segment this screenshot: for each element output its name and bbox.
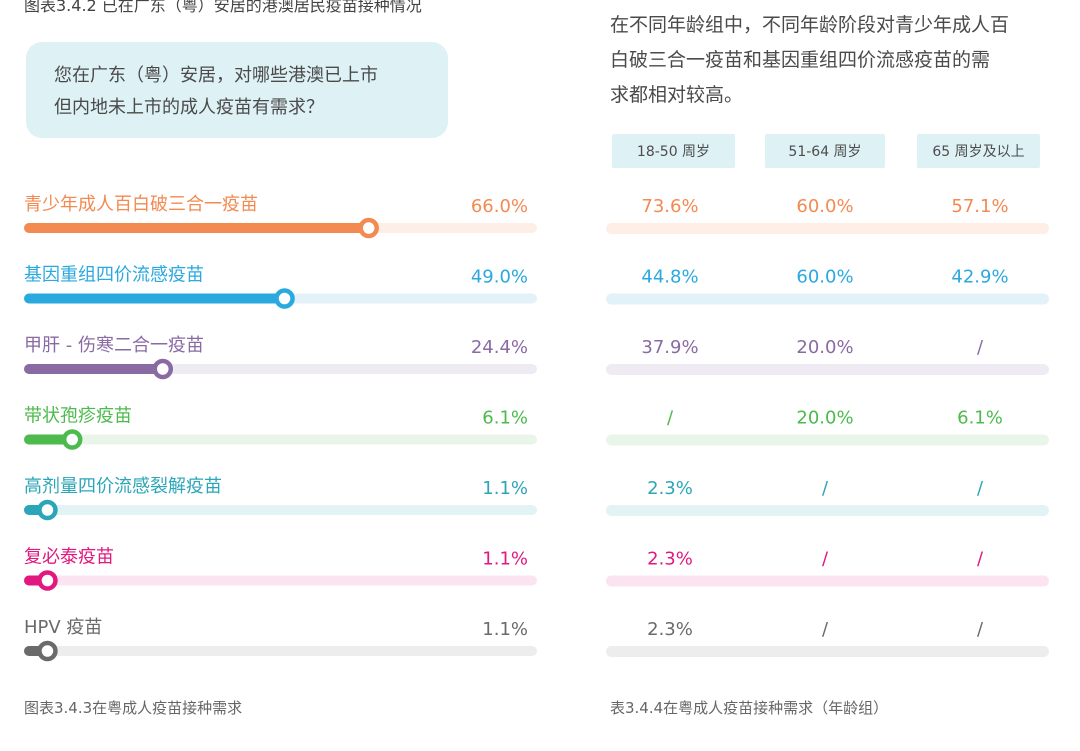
- bar-category-label: 基因重组四价流感疫苗: [24, 265, 204, 286]
- bar-category-label: HPV 疫苗: [24, 617, 102, 638]
- table-row-band: [606, 293, 1049, 305]
- table-cell: 2.3%: [647, 478, 693, 499]
- bar-value-label: 49.0%: [471, 267, 528, 288]
- chart-caption: 图表3.4.3在粤成人疫苗接种需求: [24, 699, 243, 717]
- bar-end-marker: [274, 288, 295, 309]
- table-cell: /: [977, 337, 984, 358]
- bar-category-label: 带状孢疹疫苗: [24, 406, 132, 427]
- survey-question-line-2: 但内地未上市的成人疫苗有需求？: [54, 97, 324, 118]
- bar-category-label: 复必泰疫苗: [24, 547, 114, 568]
- table-cell: /: [822, 619, 829, 640]
- previous-section-title: 图表3.4.2 已在广东（粤）安居的港澳居民疫苗接种情况: [24, 0, 422, 15]
- table-row-band: [606, 223, 1049, 234]
- table-cell: 2.3%: [647, 619, 693, 640]
- column-header-65-plus: 65 周岁及以上: [917, 134, 1040, 168]
- bar-value-label: 66.0%: [471, 196, 528, 217]
- table-row-band: [606, 364, 1049, 375]
- table-caption: 表3.4.4在粤成人疫苗接种需求（年龄组）: [610, 699, 889, 717]
- bar-category-label: 高剂量四价流感裂解疫苗: [24, 476, 222, 497]
- summary-line-2: 白破三合一疫苗和基因重组四价流感疫苗的需: [610, 49, 991, 71]
- table-row-band: [606, 646, 1049, 657]
- bar-fill: [24, 293, 285, 304]
- bar-value-label: 1.1%: [482, 549, 528, 570]
- table-cell: /: [822, 478, 829, 499]
- column-header-51-64: 51-64 周岁: [765, 134, 885, 168]
- table-cell: 2.3%: [647, 549, 693, 570]
- bar-fill: [24, 434, 73, 445]
- survey-question-box: 您在广东（粤）安居，对哪些港澳已上市 但内地未上市的成人疫苗有需求？: [26, 42, 448, 138]
- column-header-18-50: 18-50 周岁: [612, 134, 735, 168]
- bar-end-marker: [61, 429, 83, 450]
- summary-line-1: 在不同年龄组中，不同年龄阶段对青少年成人百: [610, 14, 1010, 36]
- bar-track: [24, 646, 537, 656]
- table-cell: /: [977, 549, 984, 570]
- bar-fill: [24, 364, 163, 374]
- table-cell: 44.8%: [641, 267, 698, 288]
- table-row-band: [606, 434, 1049, 446]
- bar-track: [24, 434, 537, 445]
- bar-end-marker: [37, 570, 58, 591]
- bar-value-label: 24.4%: [471, 337, 528, 358]
- table-cell: 57.1%: [951, 196, 1008, 217]
- table-cell: /: [667, 408, 674, 429]
- age-group-summary: 在不同年龄组中，不同年龄阶段对青少年成人百 白破三合一疫苗和基因重组四价流感疫苗…: [610, 8, 1060, 113]
- table-cell: /: [977, 478, 984, 499]
- bar-category-label: 甲肝 - 伤寒二合一疫苗: [24, 335, 204, 356]
- bar-end-marker: [358, 217, 379, 239]
- table-cell: 60.0%: [796, 196, 853, 217]
- bar-end-marker: [152, 358, 174, 380]
- bar-end-marker: [37, 499, 58, 521]
- table-cell: /: [977, 619, 984, 640]
- table-cell: 42.9%: [951, 267, 1008, 288]
- table-row-band: [606, 575, 1049, 587]
- bar-value-label: 6.1%: [482, 408, 528, 429]
- bar-track: [24, 505, 537, 515]
- bar-value-label: 1.1%: [482, 478, 528, 499]
- table-cell: /: [822, 549, 829, 570]
- table-cell: 37.9%: [641, 337, 698, 358]
- table-cell: 20.0%: [796, 337, 853, 358]
- bar-value-label: 1.1%: [482, 619, 528, 640]
- summary-line-3: 求都相对较高。: [610, 84, 744, 106]
- bar-fill: [24, 223, 369, 233]
- table-row-band: [606, 505, 1049, 516]
- bar-category-label: 青少年成人百白破三合一疫苗: [24, 194, 258, 215]
- table-cell: 20.0%: [796, 408, 853, 429]
- table-cell: 60.0%: [796, 267, 853, 288]
- bar-track: [24, 575, 537, 586]
- bar-end-marker: [37, 640, 58, 662]
- table-cell: 6.1%: [957, 408, 1003, 429]
- table-cell: 73.6%: [641, 196, 698, 217]
- survey-question-line-1: 您在广东（粤）安居，对哪些港澳已上市: [54, 65, 378, 86]
